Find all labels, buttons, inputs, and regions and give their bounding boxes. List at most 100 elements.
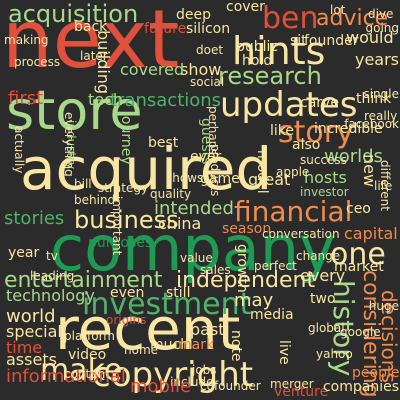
- word-carve: carve: [300, 95, 339, 111]
- word-store: store: [6, 79, 143, 142]
- word-global: global: [308, 321, 345, 335]
- word-incredible: incredible: [314, 121, 383, 137]
- word-jobs: jobs: [192, 363, 217, 377]
- word-updates: updates: [220, 85, 358, 125]
- word-like: like: [270, 123, 295, 139]
- word-everything: everything: [62, 112, 76, 177]
- word-venture: venture: [274, 384, 329, 400]
- word-informational: informational: [6, 366, 126, 387]
- word-important: important: [110, 196, 124, 256]
- word-transactions: transactions: [110, 90, 222, 111]
- word-acquired: acquired: [20, 135, 273, 203]
- word-purposes: purposes: [88, 235, 153, 251]
- word-would: would: [346, 28, 394, 47]
- word-ever: ever: [190, 149, 222, 165]
- word-story: story: [278, 115, 354, 150]
- word-growth: growth: [234, 244, 250, 293]
- word-research: research: [218, 62, 322, 90]
- word-may: may: [234, 290, 274, 311]
- word-media: media: [250, 307, 294, 323]
- word-change: change: [296, 249, 341, 263]
- word-hints: hints: [232, 29, 326, 73]
- word-entertainment: entertainment: [4, 268, 163, 293]
- word-public: public: [236, 39, 279, 55]
- word-strategy: strategy: [98, 181, 149, 195]
- word-still: still: [166, 285, 191, 301]
- word-advice: advice: [316, 6, 389, 31]
- word-show: show: [180, 60, 222, 79]
- word-process: process: [14, 55, 61, 69]
- word-huge: huge: [368, 299, 399, 313]
- word-financial: financial: [234, 195, 353, 228]
- word-two: two: [310, 291, 336, 307]
- word-facebook: facebook: [344, 117, 399, 131]
- word-worlds: worlds: [324, 146, 383, 167]
- word-lot: lot: [330, 3, 346, 17]
- word-ben: ben: [262, 1, 319, 36]
- word-quality: quality: [150, 187, 192, 201]
- word-market: market: [334, 259, 384, 275]
- word-home: home: [124, 343, 159, 357]
- word-apple: apple: [276, 165, 310, 179]
- word-really: really: [364, 109, 398, 123]
- word-hold: hold: [242, 53, 273, 69]
- word-cofounder: cofounder: [200, 379, 261, 393]
- word-sales: sales: [200, 263, 231, 277]
- word-capital: capital: [344, 224, 398, 243]
- word-companies: companies: [322, 379, 399, 395]
- word-conversation: conversation: [262, 227, 340, 241]
- word-going: going: [365, 21, 399, 35]
- word-leading: leading: [30, 269, 75, 283]
- word-later: later: [80, 49, 108, 63]
- word-behind: behind: [74, 193, 116, 207]
- word-include: include: [170, 375, 214, 389]
- word-hosts: hosts: [304, 168, 347, 187]
- word-world: world: [6, 306, 56, 327]
- word-doet: doet: [196, 43, 224, 57]
- word-journey: journey: [118, 112, 134, 165]
- word-cover: cover: [226, 0, 265, 15]
- word-investor: investor: [300, 185, 349, 199]
- word-best: best: [148, 135, 179, 151]
- word-perhaps: perhaps: [206, 106, 220, 155]
- word-recent: recent: [55, 295, 241, 363]
- word-mobile: mobile: [130, 376, 192, 397]
- word-business: business: [74, 206, 179, 234]
- word-year: year: [8, 245, 40, 261]
- word-great: great: [248, 170, 291, 189]
- word-make: make: [40, 353, 123, 388]
- word-success: success: [300, 153, 347, 167]
- word-covered: covered: [120, 60, 185, 79]
- word-copyright: copyright: [92, 355, 254, 395]
- word-value: value: [180, 251, 213, 265]
- word-deep: deep: [176, 7, 211, 23]
- word-google: google: [340, 325, 381, 339]
- word-silicon: silicon: [186, 21, 231, 37]
- word-actually: actually: [12, 126, 26, 174]
- word-first: first: [8, 88, 44, 109]
- word-live: live: [276, 340, 292, 365]
- word-one: one: [330, 237, 386, 272]
- word-mark: mark: [178, 337, 215, 353]
- word-single: single: [363, 87, 399, 101]
- word-game: game: [200, 171, 240, 187]
- word-founder: founder: [304, 33, 359, 49]
- word-platform: platform: [64, 329, 115, 343]
- word-every: every: [300, 266, 346, 285]
- word-yahoo: yahoo: [316, 347, 353, 361]
- word-tech: tech: [88, 90, 124, 109]
- word-intended: intended: [154, 198, 234, 219]
- word-investment: investment: [82, 287, 252, 322]
- word-technology: technology: [6, 286, 95, 305]
- word-content: content: [64, 367, 110, 381]
- word-people: people: [352, 365, 400, 381]
- word-social: social: [190, 75, 225, 89]
- word-dive: dive: [368, 7, 394, 21]
- word-origins: origins: [106, 313, 147, 327]
- word-merger: merger: [270, 377, 314, 391]
- word-different: different: [378, 160, 392, 211]
- word-china: china: [158, 214, 202, 233]
- word-special: special: [6, 322, 62, 341]
- word-time: time: [6, 338, 43, 357]
